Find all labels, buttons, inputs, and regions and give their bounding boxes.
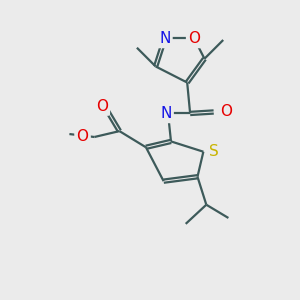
Text: O: O [96, 99, 108, 114]
Text: S: S [209, 144, 218, 159]
Text: N: N [159, 31, 170, 46]
Text: O: O [188, 31, 200, 46]
Text: H: H [157, 106, 167, 118]
Text: N: N [160, 106, 172, 121]
Text: O: O [76, 130, 88, 145]
Text: O: O [220, 104, 232, 119]
